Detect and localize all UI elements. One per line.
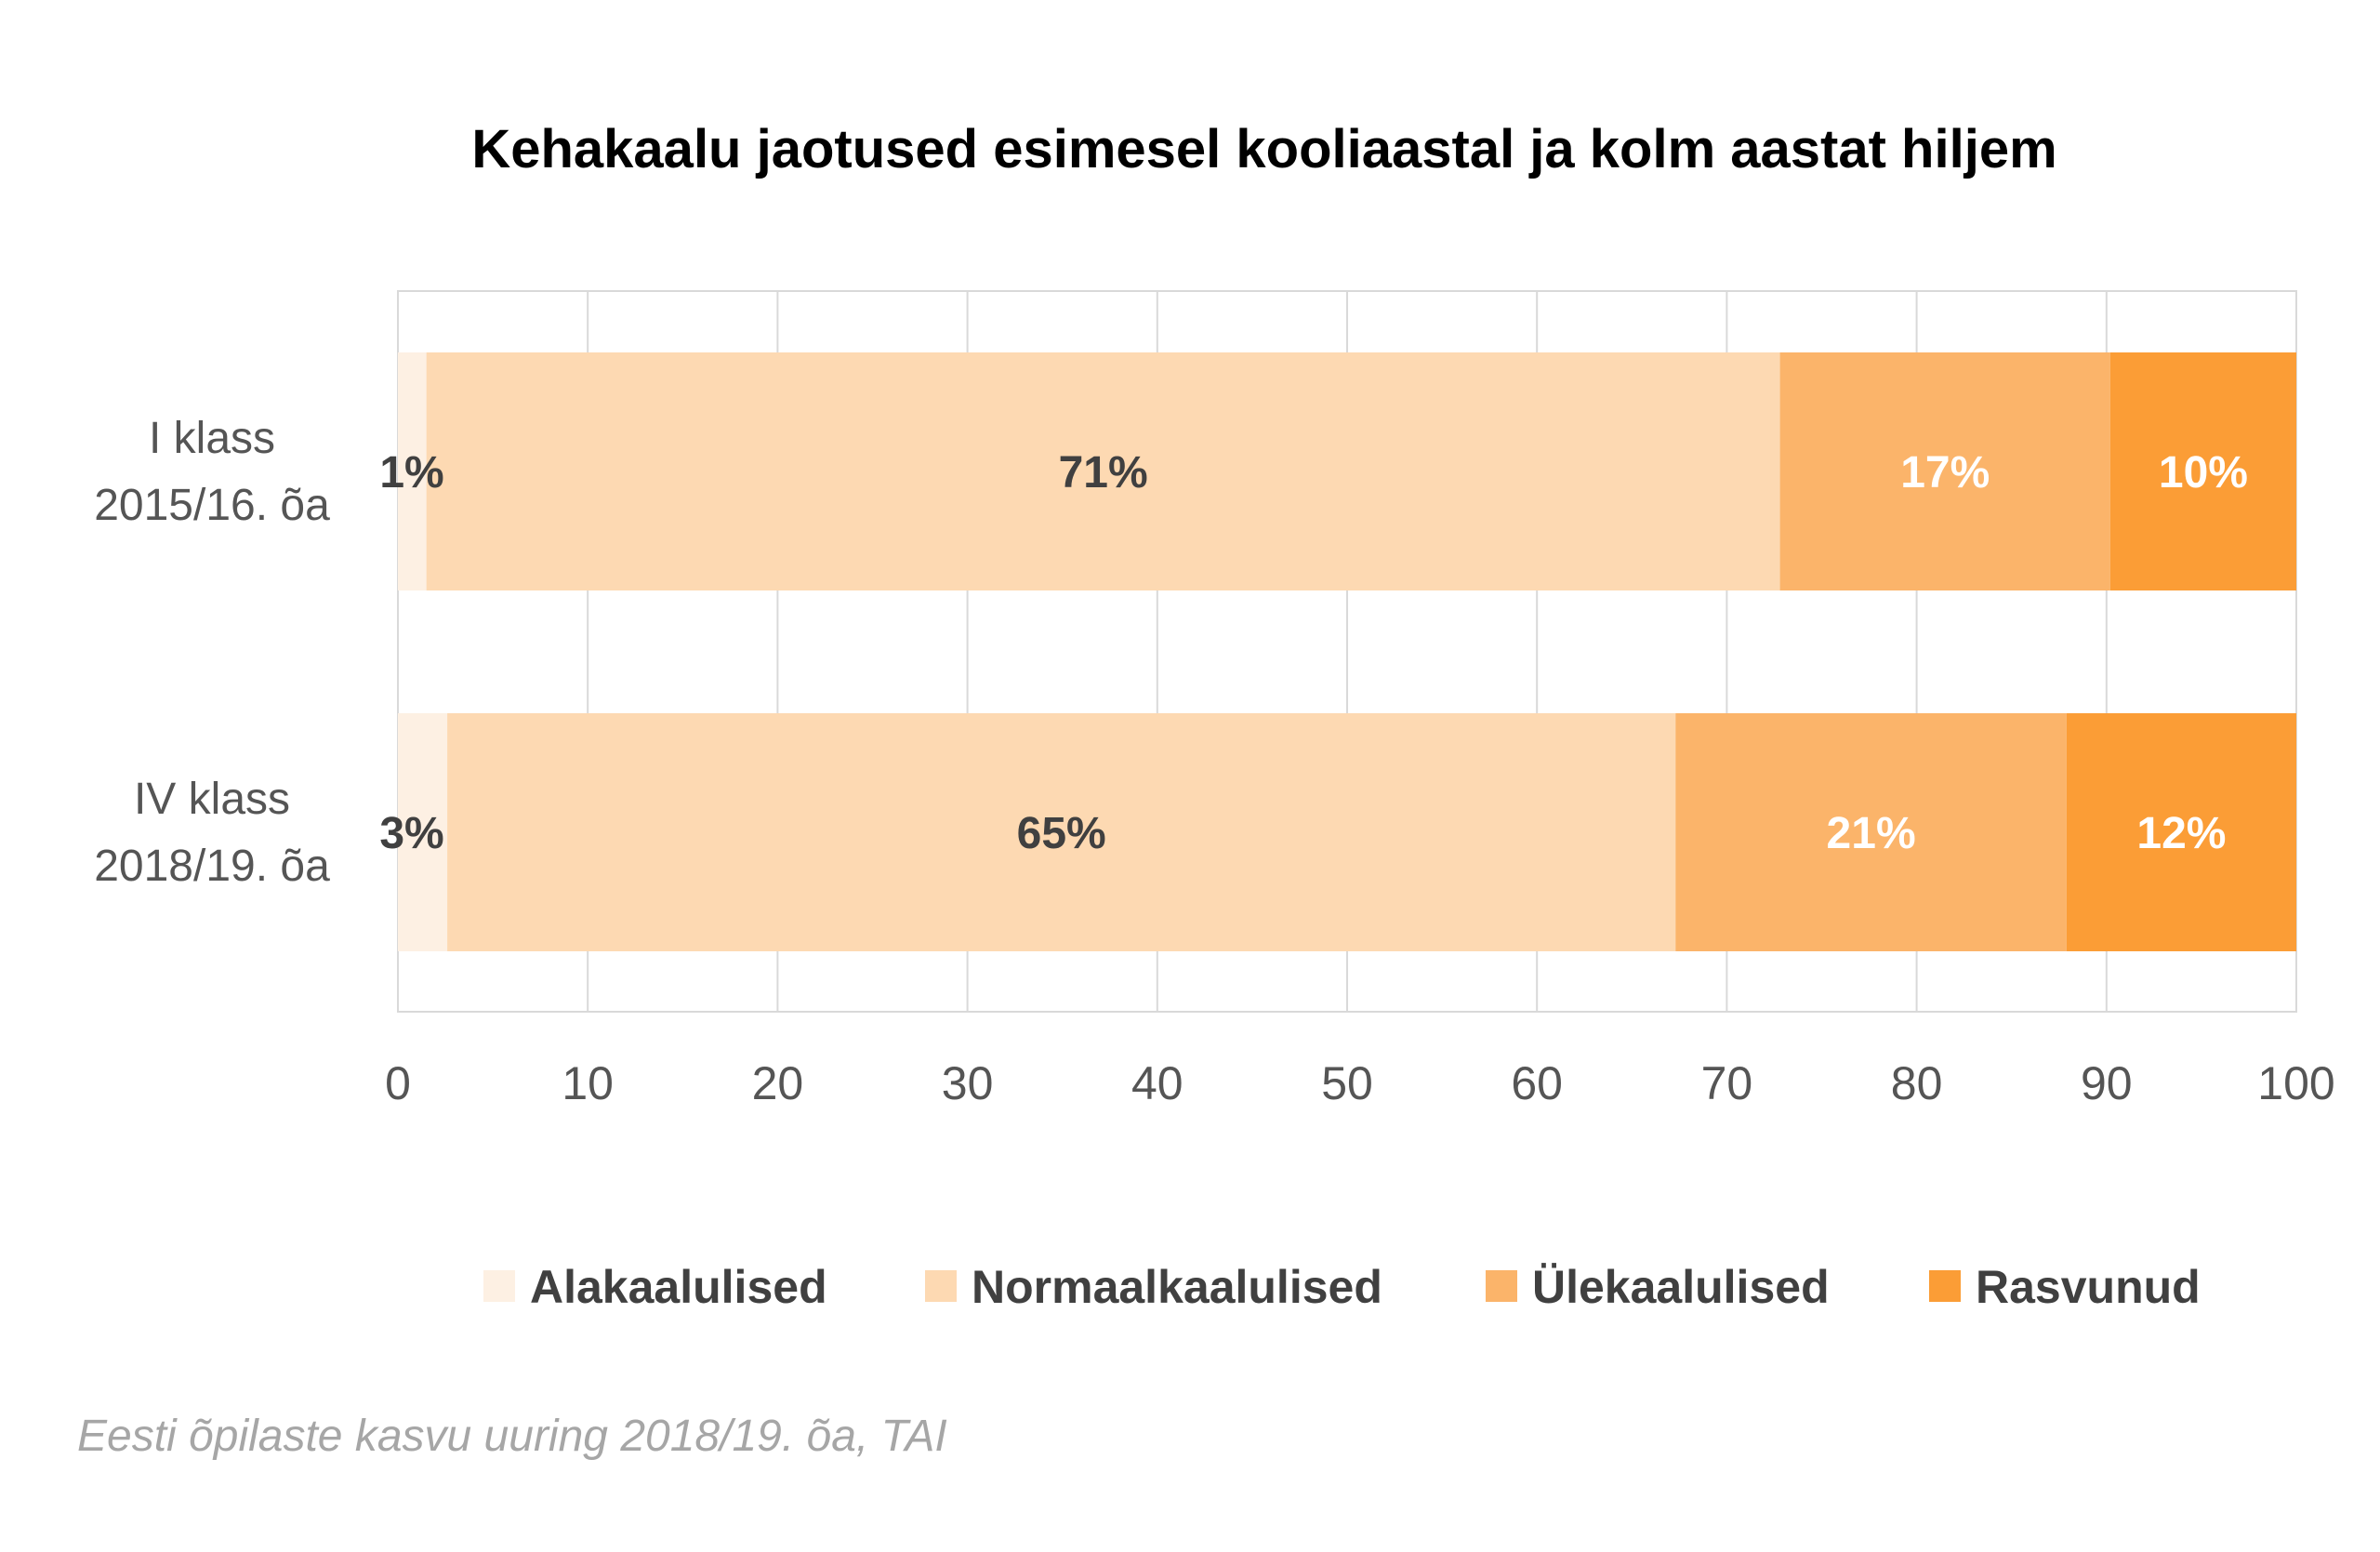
x-tick-label: 90 [2081,1057,2133,1109]
legend-label: Ülekaalulised [1532,1261,1830,1313]
bar-segment [2066,713,2296,951]
bar-segment [398,352,427,590]
category-label: IV klass [134,775,290,824]
category-label: 2018/19. õa [94,842,330,891]
legend-swatch [1486,1270,1517,1302]
x-tick-label: 80 [1891,1057,1943,1109]
category-labels: I klass 2015/16. õa IV klass 2018/19. õa [94,414,330,891]
source-note: Eesti õpilaste kasvu uuring 2018/19. õa,… [77,1412,947,1461]
legend-label: Alakaalulised [530,1261,827,1313]
x-tick-label: 60 [1511,1057,1563,1109]
category-label: 2015/16. õa [94,481,330,530]
data-label: 1% [379,448,443,497]
legend-label: Rasvunud [1976,1261,2201,1313]
x-tick-label: 10 [562,1057,614,1109]
legend: Alakaalulised Normaalkaalulised Ülekaaluli… [483,1261,2201,1313]
bar-segment [2109,352,2296,590]
legend-label: Normaalkaalulised [972,1261,1382,1313]
x-tick-label: 30 [942,1057,994,1109]
x-tick-label: 70 [1701,1057,1753,1109]
chart-title: Kehakaalu jaotused esimesel kooliaastal … [471,119,2056,179]
data-label: 65% [1017,809,1106,858]
legend-swatch [1929,1270,1961,1302]
bar-segment [447,713,1676,951]
x-tick-label: 100 [2257,1057,2334,1109]
category-label: I klass [149,414,275,463]
data-label: 71% [1059,448,1148,497]
bar-segment [1779,352,2110,590]
legend-swatch [483,1270,515,1302]
data-label: 17% [1900,448,1990,497]
x-axis-tick-labels: 0 10 20 30 40 50 60 70 80 90 100 [385,1057,2335,1109]
bar-segment [398,713,448,951]
x-tick-label: 40 [1131,1057,1183,1109]
bar-segment [1675,713,2067,951]
x-tick-label: 20 [752,1057,804,1109]
data-label: 21% [1827,809,1916,858]
data-label: 3% [379,809,443,858]
data-label: 10% [2159,448,2248,497]
data-label: 12% [2136,809,2226,858]
bar-segment [426,352,1780,590]
x-tick-label: 0 [385,1057,411,1109]
x-tick-label: 50 [1321,1057,1373,1109]
bars [398,352,2296,951]
legend-swatch [925,1270,957,1302]
data-labels: 1% 71% 17% 10% 3% 65% 21% 12% [379,448,2248,858]
